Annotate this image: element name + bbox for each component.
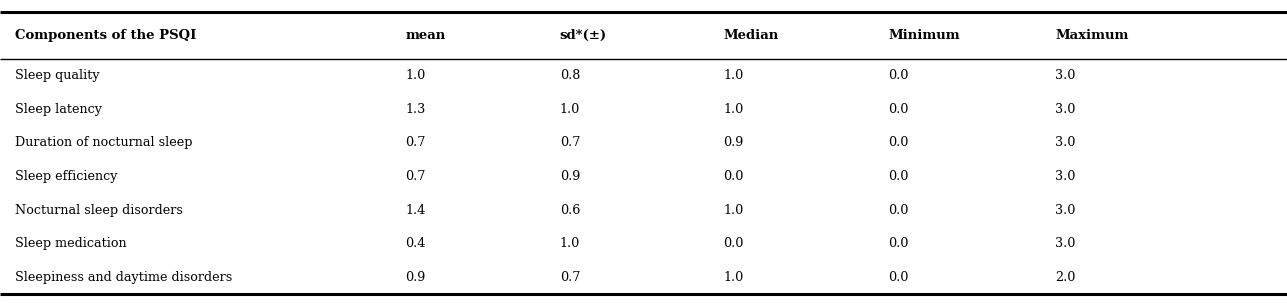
Text: Sleepiness and daytime disorders: Sleepiness and daytime disorders [15, 271, 233, 284]
Text: 0.0: 0.0 [888, 170, 909, 183]
Text: Sleep efficiency: Sleep efficiency [15, 170, 118, 183]
Text: Median: Median [723, 29, 779, 42]
Text: 0.7: 0.7 [560, 271, 580, 284]
Text: 0.7: 0.7 [405, 170, 426, 183]
Text: 3.0: 3.0 [1055, 69, 1076, 82]
Text: sd*(±): sd*(±) [560, 29, 607, 42]
Text: 1.0: 1.0 [405, 69, 426, 82]
Text: 1.0: 1.0 [723, 271, 744, 284]
Text: Nocturnal sleep disorders: Nocturnal sleep disorders [15, 204, 183, 217]
Text: 0.0: 0.0 [723, 170, 744, 183]
Text: 0.0: 0.0 [888, 136, 909, 149]
Text: 1.3: 1.3 [405, 103, 426, 116]
Text: 3.0: 3.0 [1055, 237, 1076, 250]
Text: 0.0: 0.0 [888, 204, 909, 217]
Text: 0.0: 0.0 [888, 103, 909, 116]
Text: 0.0: 0.0 [888, 271, 909, 284]
Text: 0.0: 0.0 [888, 237, 909, 250]
Text: 0.0: 0.0 [888, 69, 909, 82]
Text: 1.0: 1.0 [723, 69, 744, 82]
Text: 3.0: 3.0 [1055, 170, 1076, 183]
Text: 0.6: 0.6 [560, 204, 580, 217]
Text: 0.8: 0.8 [560, 69, 580, 82]
Text: 0.7: 0.7 [560, 136, 580, 149]
Text: Maximum: Maximum [1055, 29, 1129, 42]
Text: Duration of nocturnal sleep: Duration of nocturnal sleep [15, 136, 193, 149]
Text: Sleep latency: Sleep latency [15, 103, 103, 116]
Text: 2.0: 2.0 [1055, 271, 1076, 284]
Text: 0.7: 0.7 [405, 136, 426, 149]
Text: 0.9: 0.9 [405, 271, 426, 284]
Text: 0.4: 0.4 [405, 237, 426, 250]
Text: 1.0: 1.0 [723, 204, 744, 217]
Text: 0.9: 0.9 [723, 136, 744, 149]
Text: 3.0: 3.0 [1055, 103, 1076, 116]
Text: 3.0: 3.0 [1055, 204, 1076, 217]
Text: 0.9: 0.9 [560, 170, 580, 183]
Text: 1.0: 1.0 [560, 237, 580, 250]
Text: Minimum: Minimum [888, 29, 960, 42]
Text: Sleep quality: Sleep quality [15, 69, 100, 82]
Text: Components of the PSQI: Components of the PSQI [15, 29, 197, 42]
Text: 1.0: 1.0 [723, 103, 744, 116]
Text: 0.0: 0.0 [723, 237, 744, 250]
Text: 1.4: 1.4 [405, 204, 426, 217]
Text: mean: mean [405, 29, 445, 42]
Text: 3.0: 3.0 [1055, 136, 1076, 149]
Text: Sleep medication: Sleep medication [15, 237, 127, 250]
Text: 1.0: 1.0 [560, 103, 580, 116]
